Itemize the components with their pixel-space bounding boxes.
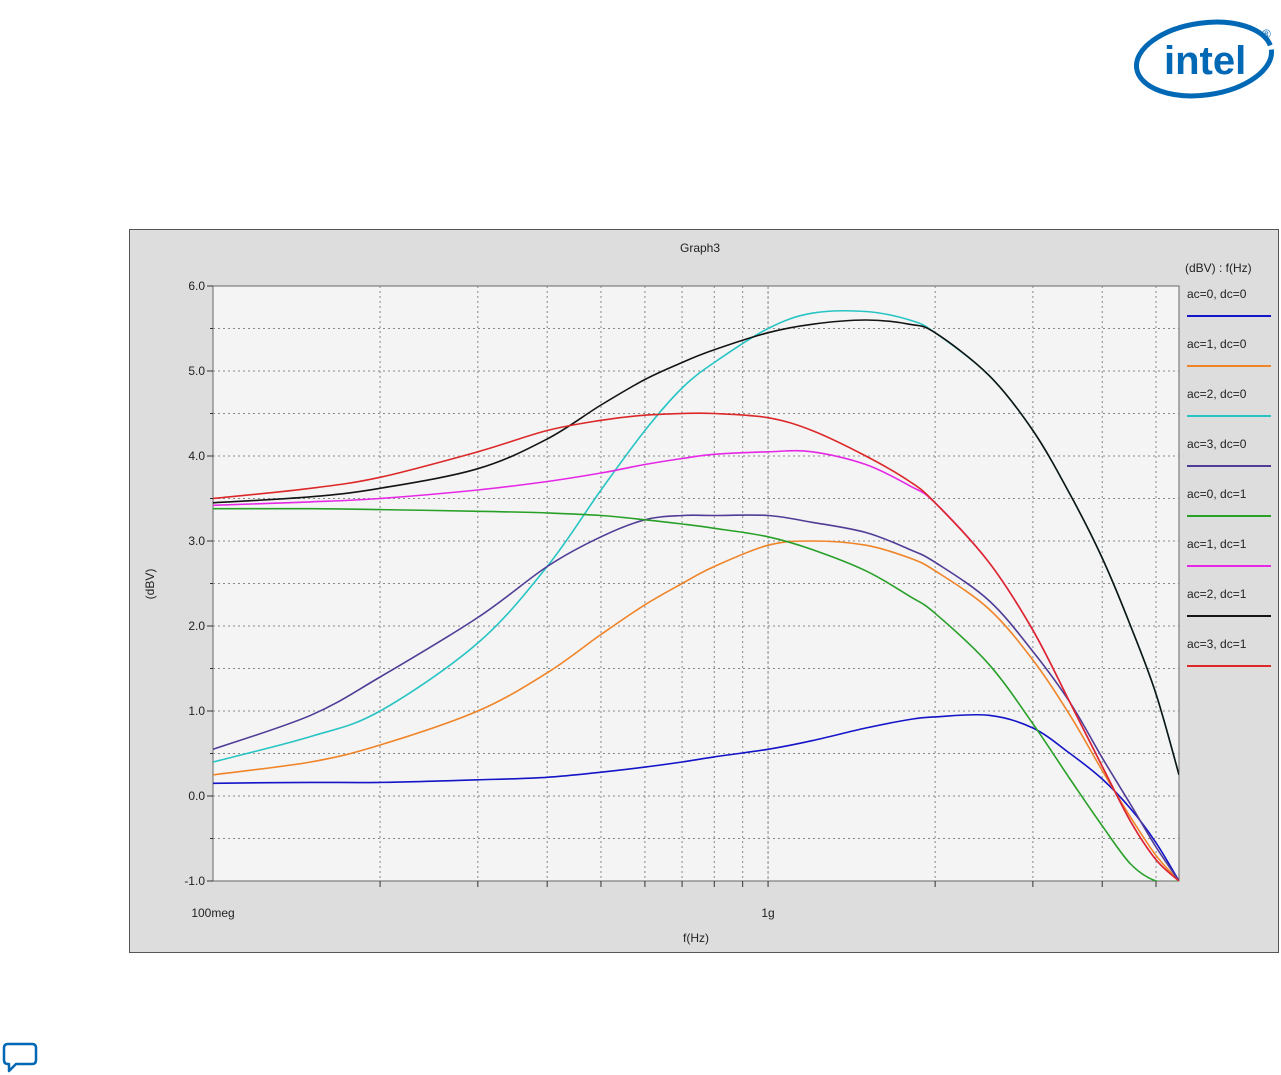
y-tick-label: 4.0 bbox=[188, 449, 205, 463]
axis-labels: -1.0 0.0 1.0 2.0 3.0 4.0 5.0 6.0 100meg 1g bbox=[184, 279, 774, 920]
y-tick-label: 1.0 bbox=[188, 704, 205, 718]
y-tick-label: 5.0 bbox=[188, 364, 205, 378]
series-line-2 bbox=[213, 540, 1179, 881]
y-tick-label: 2.0 bbox=[188, 619, 205, 633]
y-tick-label: -1.0 bbox=[184, 874, 205, 888]
series-line-8 bbox=[213, 412, 1179, 881]
legend: ac=0, dc=0 ac=1, dc=0 ac=2, dc=0 ac=3, dc=0… bbox=[1187, 287, 1271, 667]
y-tick-label: 6.0 bbox=[188, 279, 205, 293]
y-tick-label: 0.0 bbox=[188, 789, 205, 803]
series-line-5 bbox=[213, 507, 1179, 881]
y-tick-label: 3.0 bbox=[188, 534, 205, 548]
intel-logo-text: intel bbox=[1164, 39, 1246, 83]
intel-logo-registered: ® bbox=[1262, 27, 1271, 41]
x-tick-label: 1g bbox=[761, 906, 774, 920]
series-lines bbox=[213, 310, 1179, 881]
series-line-4 bbox=[213, 514, 1179, 881]
intel-logo: intel ® bbox=[1134, 19, 1275, 99]
intel-logo-swoosh bbox=[1134, 19, 1275, 99]
x-tick-label: 100meg bbox=[191, 906, 234, 920]
legend-label: ac=1, dc=0 bbox=[1187, 337, 1247, 351]
legend-label: ac=0, dc=1 bbox=[1187, 487, 1247, 501]
graph-panel: Graph3 -1.0 0.0 1.0 2.0 3.0 4.0 5.0 6.0 100meg 1g… bbox=[129, 229, 1279, 953]
series-line-1 bbox=[213, 713, 1179, 881]
line-chart: Graph3 -1.0 0.0 1.0 2.0 3.0 4.0 5.0 6.0 100meg 1g… bbox=[143, 241, 1271, 945]
chart-title: Graph3 bbox=[680, 241, 720, 255]
legend-label: ac=3, dc=1 bbox=[1187, 637, 1247, 651]
legend-header: (dBV) : f(Hz) bbox=[1185, 261, 1252, 275]
legend-label: ac=1, dc=1 bbox=[1187, 537, 1247, 551]
legend-label: ac=2, dc=0 bbox=[1187, 387, 1247, 401]
comment-bubble-icon[interactable] bbox=[2, 1041, 38, 1073]
x-axis-label: f(Hz) bbox=[683, 931, 709, 945]
y-axis-label: (dBV) bbox=[143, 569, 157, 600]
legend-label: ac=2, dc=1 bbox=[1187, 587, 1247, 601]
series-line-7 bbox=[213, 319, 1179, 776]
legend-label: ac=3, dc=0 bbox=[1187, 437, 1247, 451]
legend-label: ac=0, dc=0 bbox=[1187, 287, 1247, 301]
